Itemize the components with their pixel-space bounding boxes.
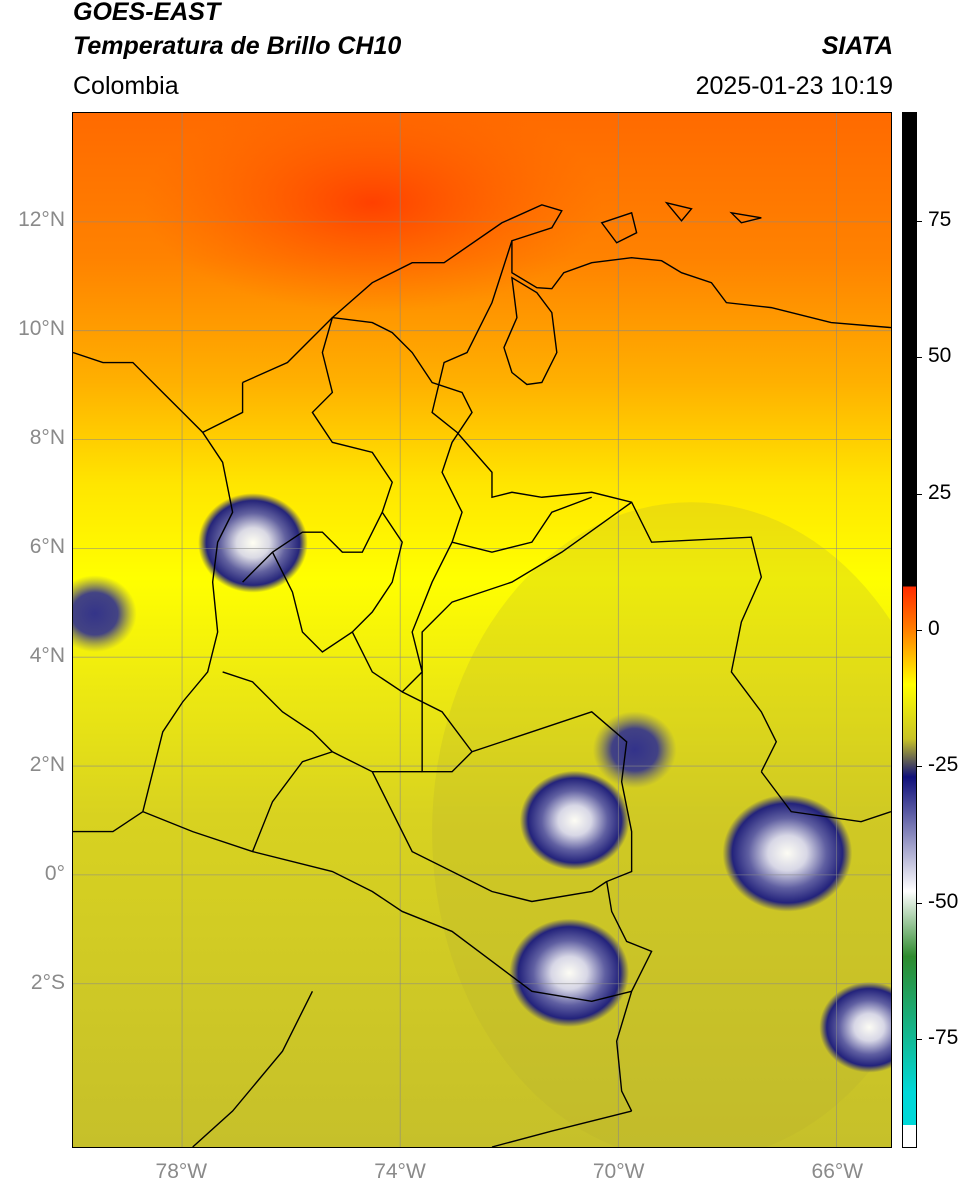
colorbar-tick: [917, 630, 922, 631]
cold-cloud-cluster: [198, 493, 308, 593]
lon-tick-label: 70°W: [592, 1160, 645, 1183]
warm-region: [142, 113, 602, 313]
lat-tick-label: 0°: [44, 862, 65, 886]
lon-tick-label: 74°W: [374, 1160, 426, 1183]
lat-tick-label: 2°N: [29, 753, 65, 777]
lat-tick-label: 6°N: [29, 535, 65, 559]
colorbar-tick: [917, 357, 922, 359]
colorbar-tick: [917, 221, 922, 223]
borders: [73, 201, 891, 1147]
cold-cloud-cluster: [519, 770, 630, 871]
lat-tick-label: 2°S: [30, 971, 65, 995]
cold-cloud-cluster: [73, 575, 137, 653]
brightness-temperature-map: [73, 113, 891, 1147]
colorbar-tick: [917, 493, 922, 495]
product-title: Temperatura de Brillo CH10: [73, 32, 402, 60]
colorbar: [902, 112, 917, 1148]
source-title: SIATA: [821, 32, 893, 60]
colorbar-tick: [917, 1038, 922, 1040]
cloud-layer: [73, 493, 891, 1073]
colorbar-tick-label: 0: [928, 617, 940, 640]
lon-tick-label: 66°W: [811, 1160, 864, 1183]
colorbar-tick: [917, 902, 922, 904]
colorbar-tick-label: 25: [928, 480, 952, 504]
colorbar-tick-label: 75: [928, 208, 952, 232]
satellite-title: GOES-EAST: [73, 0, 221, 26]
colorbar-tick-label: -75: [928, 1025, 959, 1049]
lat-tick-label: 10°N: [18, 317, 65, 341]
map-frame[interactable]: [72, 112, 892, 1148]
timestamp-label: 2025-01-23 10:19: [695, 72, 893, 100]
cold-cloud-cluster: [819, 981, 891, 1073]
colorbar-tick-label: -25: [928, 753, 959, 777]
lat-tick-label: 8°N: [29, 426, 65, 450]
lon-tick-label: 78°W: [155, 1160, 208, 1183]
lat-tick-label: 4°N: [29, 644, 65, 668]
cold-cloud-cluster: [509, 918, 630, 1027]
colorbar-tick-label: 50: [928, 344, 952, 368]
lat-tick-label: 12°N: [18, 208, 65, 232]
region-label: Colombia: [73, 72, 179, 100]
cold-cloud-cluster: [722, 794, 853, 912]
colorbar-tick-label: -50: [928, 889, 959, 913]
colorbar-tick: [917, 766, 922, 768]
